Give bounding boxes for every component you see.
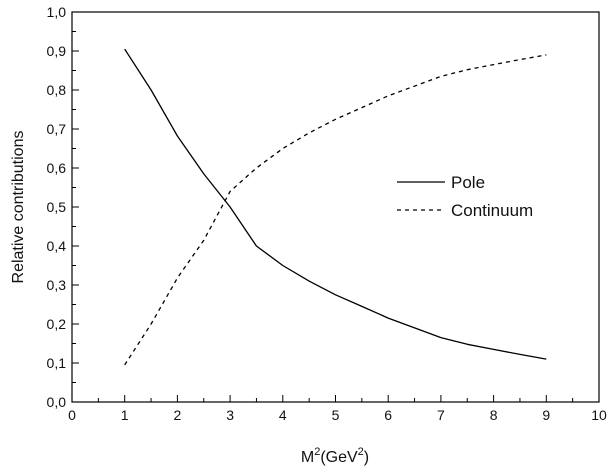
series-line-continuum (124, 54, 547, 366)
x-tick-label: 6 (384, 407, 392, 423)
y-tick-label: 0,1 (47, 355, 67, 371)
y-tick-label: 0,3 (47, 277, 67, 293)
y-tick-label: 0,5 (47, 199, 67, 215)
x-axis-title-sup1: 2 (314, 446, 320, 458)
x-tick-label: 9 (542, 407, 550, 423)
x-tick-label: 7 (437, 407, 445, 423)
y-tick-label: 0,9 (47, 43, 67, 59)
y-tick-label: 0,2 (47, 316, 67, 332)
y-tick-label: 0,7 (47, 121, 67, 137)
x-tick-label: 1 (121, 407, 129, 423)
x-axis-title-mid: (GeV (320, 449, 358, 466)
legend-label-continuum: Continuum (451, 201, 533, 220)
series-layer (124, 48, 547, 366)
series-line-pole (124, 48, 547, 360)
x-tick-label: 10 (591, 407, 607, 423)
x-tick-label: 4 (279, 407, 287, 423)
y-tick-label: 1,0 (47, 4, 67, 20)
y-tick-label: 0,8 (47, 82, 67, 98)
legend-label-pole: Pole (451, 173, 485, 192)
axis-tick-labels: 0 1 2 3 4 5 6 7 8 9 10 0,0 0,1 0,2 0,3 0,4 0,5 0,6 0,7 0,8 0… (47, 4, 607, 423)
axis-ticks (71, 11, 600, 403)
x-tick-label: 8 (490, 407, 498, 423)
x-axis-title: M2(GeV2) (301, 446, 369, 466)
legend: Pole Continuum (397, 173, 533, 220)
x-axis-title-base: M (301, 449, 314, 466)
x-tick-label: 0 (68, 407, 76, 423)
x-axis-title-end: ) (364, 449, 369, 466)
y-axis-title: Relative contributions (10, 131, 27, 284)
x-axis-title-sup2: 2 (358, 446, 364, 458)
y-tick-label: 0,0 (47, 394, 67, 410)
y-tick-label: 0,6 (47, 160, 67, 176)
y-tick-label: 0,4 (47, 238, 67, 254)
x-tick-label: 5 (332, 407, 340, 423)
x-tick-label: 2 (174, 407, 182, 423)
x-tick-label: 3 (226, 407, 234, 423)
